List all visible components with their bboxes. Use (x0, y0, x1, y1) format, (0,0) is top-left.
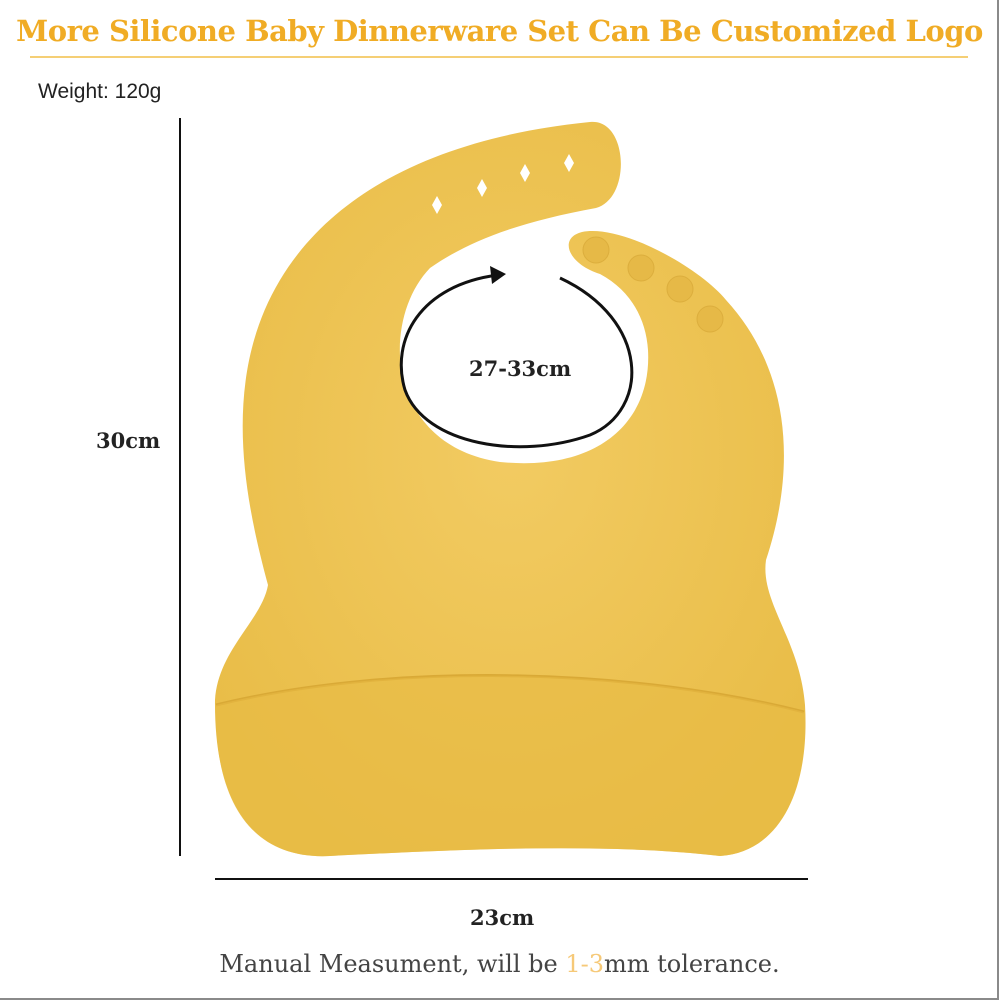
bib-body (214, 121, 806, 857)
weight-label: Weight: 120g (38, 80, 162, 103)
bib-pocket-shade (215, 675, 805, 857)
tolerance-unit: mm tolerance. (604, 950, 780, 978)
snap-buttons (582, 236, 724, 333)
title-divider (30, 56, 968, 58)
height-label: 30cm (96, 428, 161, 453)
tolerance-note: Manual Measument, will be 1-3mm toleranc… (0, 950, 997, 978)
tolerance-text: Manual Measument, will be (219, 950, 566, 978)
page-title: More Silicone Baby Dinnerware Set Can Be… (16, 14, 983, 48)
neck-size-label: 27-33cm (469, 356, 572, 381)
width-label: 23cm (470, 905, 535, 930)
tolerance-range: 1-3 (565, 950, 604, 978)
neck-arrow (399, 273, 634, 449)
arrow-head-icon (490, 266, 506, 284)
strap-holes (432, 154, 574, 214)
